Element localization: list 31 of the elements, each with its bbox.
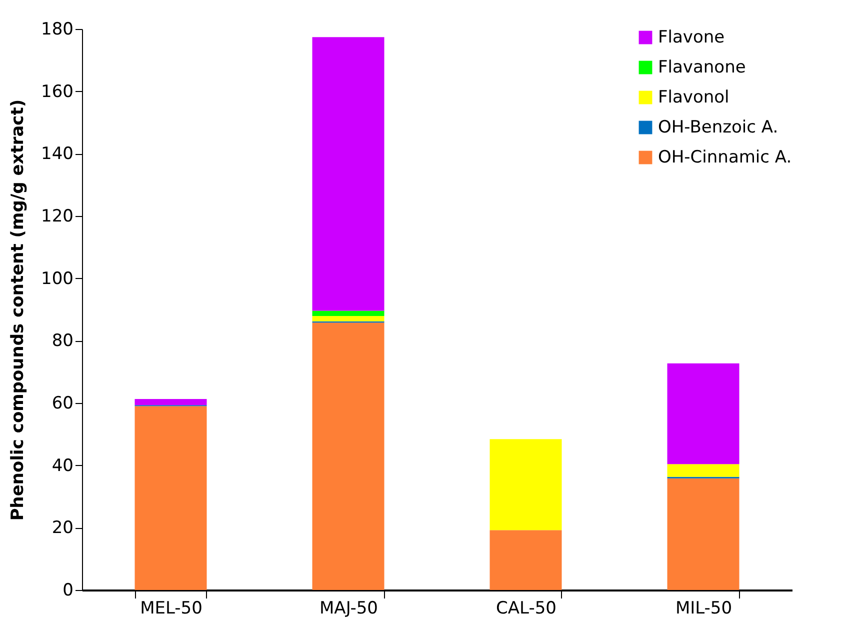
y-tick-label: 20 [52,518,74,538]
bar [490,530,562,590]
bar [667,478,740,590]
x-tick-label: CAL-50 [496,598,556,618]
y-tick-label: 140 [41,144,74,164]
legend-label: OH-Benzoic A. [658,118,778,138]
x-tick-label: MIL-50 [675,598,732,618]
y-tick-label: 60 [52,394,74,414]
legend-label: Flavone [658,28,725,48]
bar [312,316,384,322]
bar [490,439,562,530]
bar [134,398,207,406]
y-tick-label: 0 [62,580,74,600]
legend-label: OH-Cinnamic A. [658,148,792,168]
y-axis-title: Phenolic compounds content (mg/g extract) [8,99,28,521]
x-tick-label: MAJ-50 [320,598,378,618]
bar [312,322,384,590]
y-tick-label: 180 [41,20,74,40]
y-tick-label: 80 [52,331,74,352]
bar [667,464,740,477]
bar [134,406,207,590]
y-tick-label: 160 [41,82,74,102]
legend-label: Flavanone [658,58,746,78]
legend-label: Flavonol [658,88,730,108]
x-tick-label: MEL-50 [140,598,202,618]
y-tick-label: 40 [52,456,74,476]
bar [667,363,740,464]
y-tick-label: 100 [41,268,74,289]
bar [312,310,384,316]
bar [312,37,384,311]
y-tick-label: 120 [41,206,74,226]
